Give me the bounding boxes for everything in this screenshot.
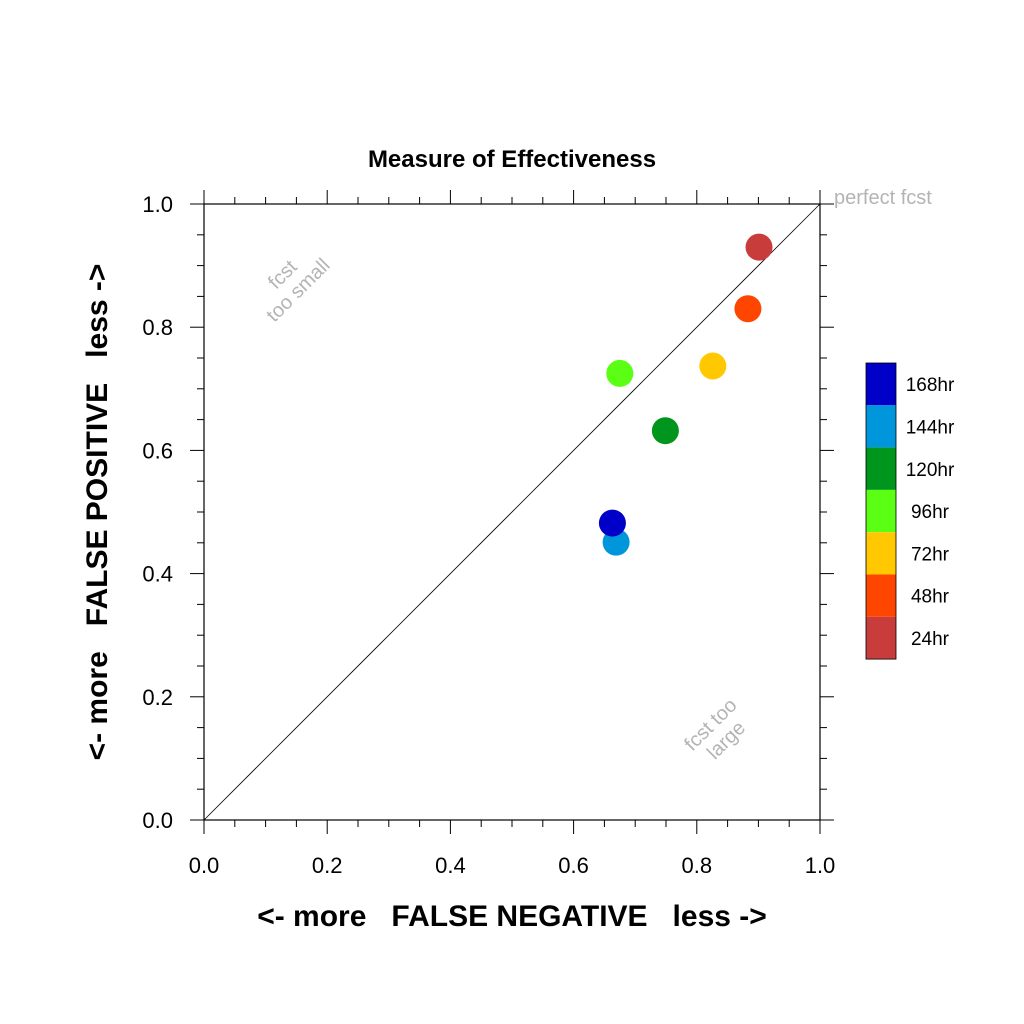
x-tick-label: 0.8 — [682, 853, 713, 878]
x-tick-label: 0.6 — [558, 853, 589, 878]
y-tick-label: 1.0 — [142, 192, 173, 217]
data-point-120hr — [651, 417, 679, 445]
reference-diagonal-line — [203, 203, 821, 821]
major-ticks — [190, 190, 834, 834]
legend-label-96hr: 96hr — [911, 502, 950, 523]
x-tick-label: 0.0 — [189, 853, 220, 878]
data-point-168hr — [598, 509, 626, 537]
y-tick-label: 0.8 — [142, 315, 173, 340]
too-small-line-2: too small — [262, 254, 334, 326]
plot-area — [190, 190, 834, 834]
minor-ticks — [197, 197, 827, 827]
y-tick-labels: 0.0 0.2 0.4 0.6 0.8 1.0 — [142, 192, 173, 833]
scatter-points — [598, 233, 773, 556]
legend-swatch-72hr — [866, 532, 896, 575]
x-tick-label: 0.2 — [312, 853, 343, 878]
y-tick-label: 0.4 — [142, 562, 173, 587]
y-tick-label: 0.0 — [142, 808, 173, 833]
legend: 168hr 144hr 120hr 96hr 72hr 48hr 24hr — [865, 362, 955, 660]
perfect-forecast-annotation: perfect fcst — [834, 187, 932, 209]
data-point-72hr — [699, 352, 727, 380]
legend-label-72hr: 72hr — [911, 544, 950, 565]
legend-swatch-96hr — [866, 489, 896, 533]
legend-label-144hr: 144hr — [906, 417, 955, 438]
legend-label-120hr: 120hr — [906, 460, 955, 481]
legend-frame — [865, 362, 897, 660]
y-tick-label: 0.2 — [142, 685, 173, 710]
too-small-annotation: fcst too small — [262, 254, 334, 326]
x-tick-label: 1.0 — [805, 853, 836, 878]
legend-label-24hr: 24hr — [911, 629, 950, 650]
legend-swatch-48hr — [866, 574, 896, 617]
x-tick-labels: 0.0 0.2 0.4 0.6 0.8 1.0 — [189, 853, 836, 878]
legend-swatch-24hr — [866, 616, 896, 660]
x-tick-label: 0.4 — [435, 853, 466, 878]
legend-swatch-168hr — [866, 363, 896, 406]
legend-label-48hr: 48hr — [911, 587, 950, 608]
y-tick-label: 0.6 — [142, 438, 173, 463]
x-axis-label: <- more FALSE NEGATIVE less -> — [257, 900, 767, 933]
legend-swatch-120hr — [866, 447, 896, 490]
y-axis-label: <- more FALSE POSITIVE less -> — [81, 264, 114, 761]
chart-title: Measure of Effectiveness — [368, 146, 656, 173]
data-point-24hr — [745, 233, 773, 261]
legend-swatch-144hr — [866, 405, 896, 448]
data-point-96hr — [606, 359, 634, 387]
legend-label-168hr: 168hr — [906, 375, 955, 396]
data-point-48hr — [734, 295, 762, 323]
too-large-annotation: fcst too large — [680, 694, 750, 764]
